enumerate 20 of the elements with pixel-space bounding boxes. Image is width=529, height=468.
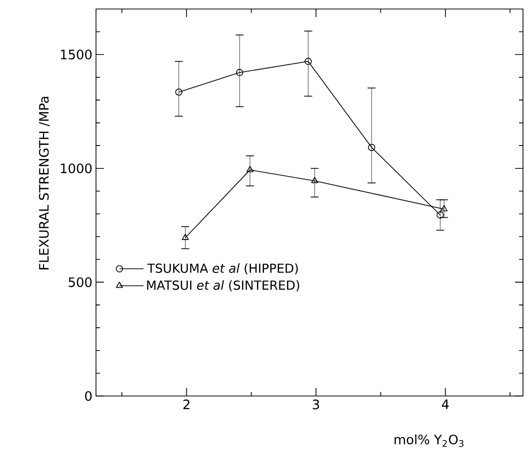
y-tick-label: 1000 — [60, 163, 92, 174]
legend-label: TSUKUMA et al (HIPPED) — [147, 263, 298, 274]
point — [440, 205, 448, 212]
x-tick-label: 4 — [442, 400, 449, 409]
point — [304, 58, 312, 65]
x-axis-title: mol% Y$_{2}$O$_{3}$ — [394, 434, 464, 447]
point — [182, 234, 189, 240]
y-tick-label: 0 — [85, 391, 92, 401]
point — [368, 144, 376, 151]
y-tick-label: 1500 — [60, 50, 92, 60]
point — [175, 88, 182, 96]
point — [436, 211, 444, 219]
legend-label: MATSUI et al (SINTERED) — [147, 280, 300, 292]
x-tick-label: 2 — [183, 400, 190, 410]
point — [311, 176, 318, 184]
y-tick-label: 500 — [68, 277, 92, 288]
point — [236, 68, 244, 76]
point — [246, 166, 254, 172]
x-tick-label: 3 — [312, 400, 320, 410]
y-axis-title: FLEXURAL STRENGTH /MPa — [38, 96, 50, 270]
